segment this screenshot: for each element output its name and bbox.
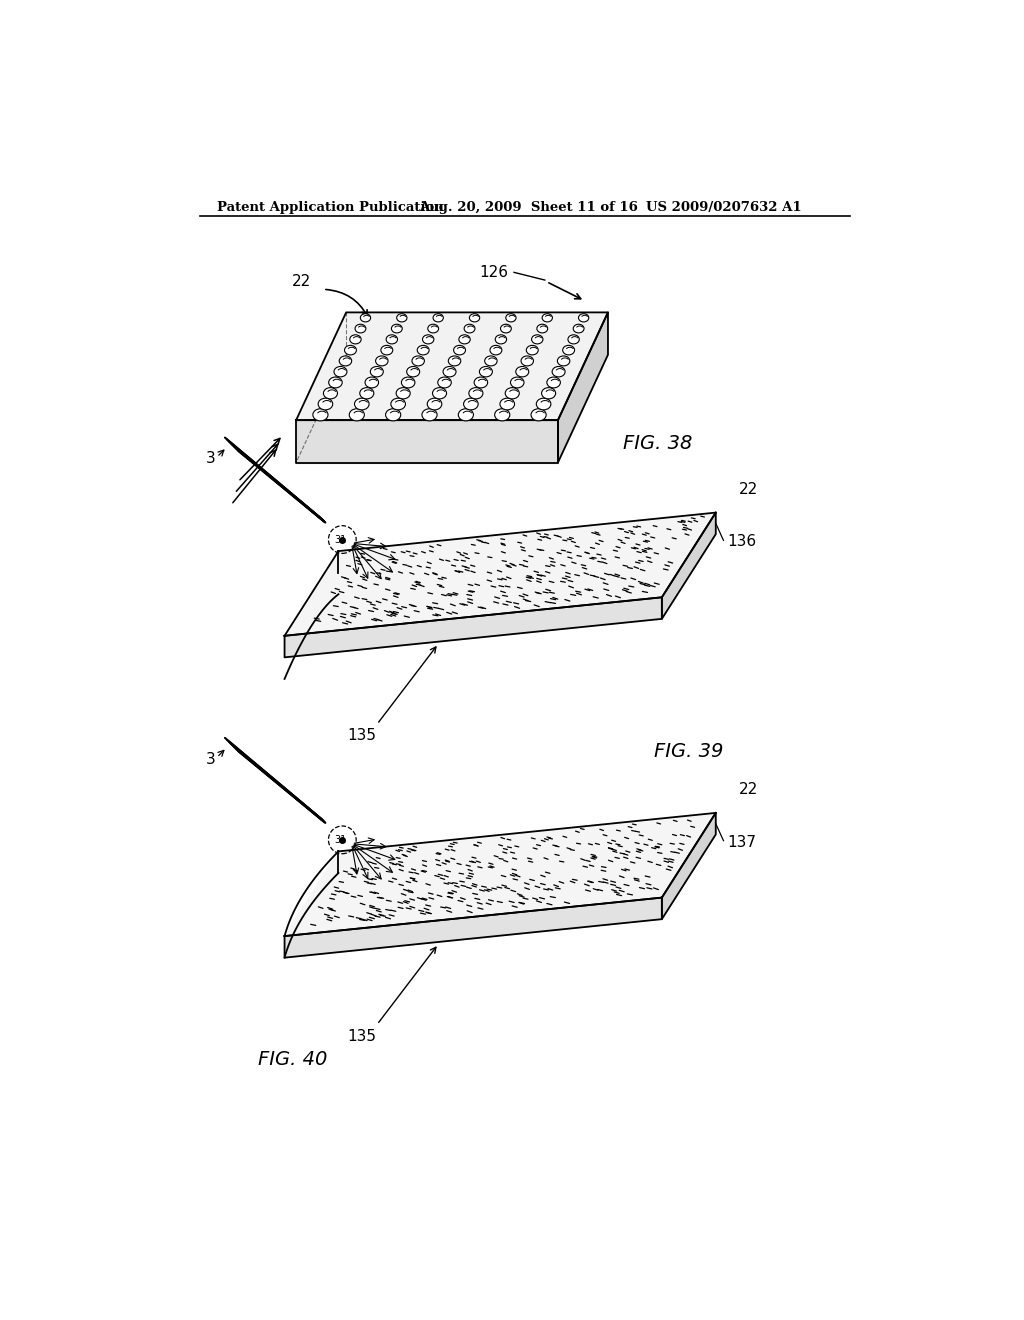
Ellipse shape — [469, 314, 479, 322]
Text: 3: 3 — [206, 451, 215, 466]
Ellipse shape — [443, 367, 456, 378]
Ellipse shape — [427, 399, 441, 411]
Text: Patent Application Publication: Patent Application Publication — [217, 201, 443, 214]
Ellipse shape — [324, 388, 338, 399]
Ellipse shape — [489, 346, 502, 355]
Text: US 2009/0207632 A1: US 2009/0207632 A1 — [646, 201, 802, 214]
Ellipse shape — [516, 367, 528, 378]
Text: 136: 136 — [727, 535, 757, 549]
Ellipse shape — [464, 325, 475, 333]
Ellipse shape — [359, 388, 374, 399]
Ellipse shape — [438, 378, 452, 388]
Ellipse shape — [526, 346, 539, 355]
Text: FIG. 38: FIG. 38 — [624, 434, 692, 453]
Ellipse shape — [459, 335, 470, 345]
Ellipse shape — [479, 367, 493, 378]
Polygon shape — [558, 313, 608, 462]
Ellipse shape — [344, 346, 356, 355]
Polygon shape — [662, 512, 716, 619]
Ellipse shape — [396, 314, 407, 322]
Polygon shape — [285, 813, 716, 936]
Ellipse shape — [547, 378, 560, 388]
Ellipse shape — [505, 388, 519, 399]
Ellipse shape — [552, 367, 565, 378]
Ellipse shape — [365, 378, 379, 388]
Text: 135: 135 — [347, 1028, 376, 1044]
Ellipse shape — [371, 367, 383, 378]
Ellipse shape — [354, 399, 369, 411]
Ellipse shape — [511, 378, 524, 388]
Ellipse shape — [407, 367, 420, 378]
Text: 126: 126 — [479, 265, 508, 280]
Ellipse shape — [376, 356, 388, 366]
Ellipse shape — [417, 346, 429, 355]
Ellipse shape — [350, 335, 361, 345]
Text: 22: 22 — [739, 482, 758, 498]
Ellipse shape — [500, 399, 514, 411]
Text: 31: 31 — [335, 535, 347, 545]
Text: 22: 22 — [739, 783, 758, 797]
Ellipse shape — [318, 399, 333, 411]
Ellipse shape — [423, 335, 434, 345]
Ellipse shape — [573, 325, 584, 333]
Ellipse shape — [454, 346, 466, 355]
Ellipse shape — [501, 325, 511, 333]
Ellipse shape — [531, 335, 543, 345]
Polygon shape — [296, 313, 608, 420]
Text: FIG. 39: FIG. 39 — [654, 742, 724, 760]
Ellipse shape — [396, 388, 411, 399]
Ellipse shape — [449, 356, 461, 366]
Ellipse shape — [391, 399, 406, 411]
Polygon shape — [285, 512, 716, 636]
Ellipse shape — [433, 314, 443, 322]
Ellipse shape — [579, 314, 589, 322]
Text: 22: 22 — [292, 275, 311, 289]
Text: Aug. 20, 2009  Sheet 11 of 16: Aug. 20, 2009 Sheet 11 of 16 — [419, 201, 638, 214]
Ellipse shape — [360, 314, 371, 322]
Ellipse shape — [422, 409, 437, 421]
Ellipse shape — [386, 409, 400, 421]
Ellipse shape — [464, 399, 478, 411]
Ellipse shape — [401, 378, 415, 388]
Polygon shape — [285, 598, 662, 657]
Ellipse shape — [329, 378, 342, 388]
Ellipse shape — [474, 378, 487, 388]
Ellipse shape — [334, 367, 347, 378]
Ellipse shape — [469, 388, 483, 399]
Ellipse shape — [495, 409, 510, 421]
Ellipse shape — [386, 335, 397, 345]
Ellipse shape — [428, 325, 438, 333]
Ellipse shape — [313, 409, 328, 421]
Ellipse shape — [391, 325, 402, 333]
Text: 137: 137 — [727, 834, 757, 850]
Ellipse shape — [355, 325, 366, 333]
Polygon shape — [285, 898, 662, 958]
Ellipse shape — [531, 409, 546, 421]
Ellipse shape — [568, 335, 580, 345]
Ellipse shape — [542, 314, 552, 322]
Ellipse shape — [562, 346, 574, 355]
Ellipse shape — [459, 409, 473, 421]
Ellipse shape — [537, 399, 551, 411]
Ellipse shape — [484, 356, 497, 366]
Text: FIG. 40: FIG. 40 — [258, 1049, 327, 1069]
Ellipse shape — [521, 356, 534, 366]
Ellipse shape — [412, 356, 424, 366]
Polygon shape — [296, 420, 558, 462]
Ellipse shape — [339, 356, 351, 366]
Ellipse shape — [537, 325, 548, 333]
Text: 31: 31 — [335, 834, 347, 845]
Ellipse shape — [542, 388, 556, 399]
Text: 3: 3 — [206, 751, 215, 767]
Ellipse shape — [381, 346, 393, 355]
Polygon shape — [662, 813, 716, 919]
Ellipse shape — [506, 314, 516, 322]
Text: 135: 135 — [347, 729, 376, 743]
Ellipse shape — [349, 409, 365, 421]
Ellipse shape — [496, 335, 507, 345]
Ellipse shape — [432, 388, 446, 399]
Ellipse shape — [557, 356, 569, 366]
